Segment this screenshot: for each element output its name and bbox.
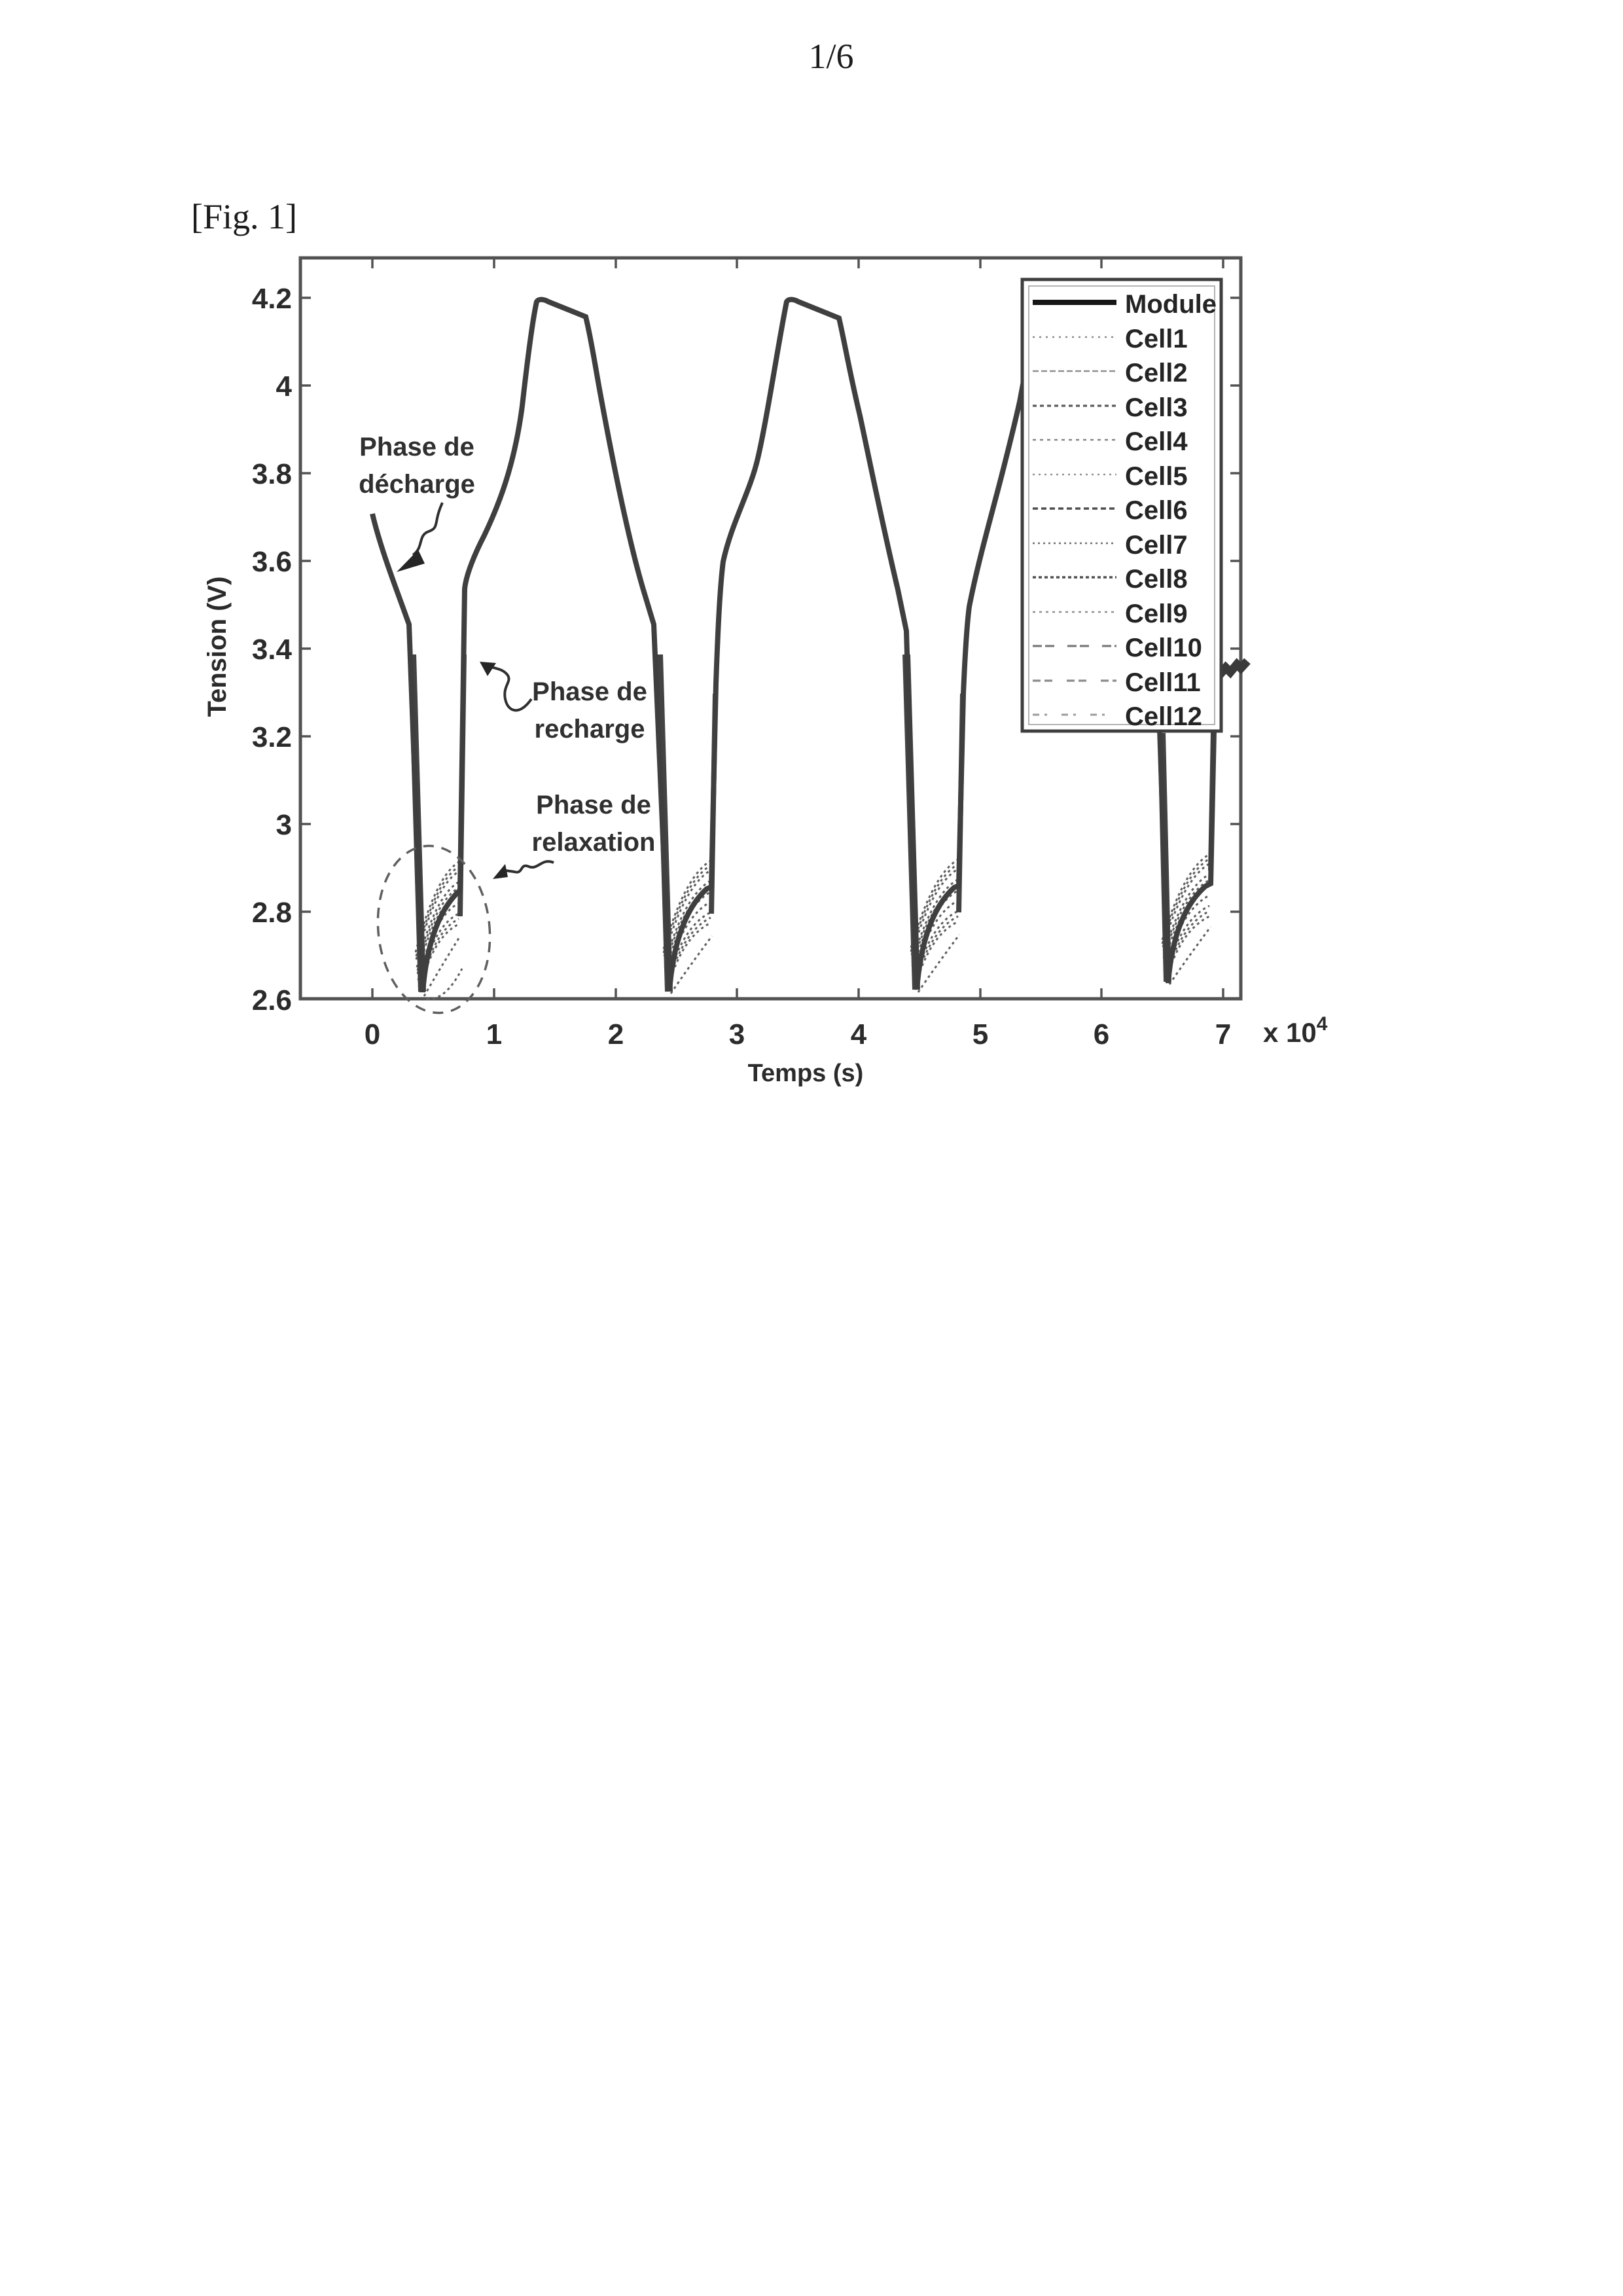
- svg-text:Cell7: Cell7: [1125, 531, 1188, 560]
- svg-text:Module: Module: [1125, 290, 1217, 319]
- svg-text:recharge: recharge: [535, 715, 645, 744]
- svg-text:3.2: 3.2: [252, 721, 292, 753]
- svg-text:3: 3: [729, 1018, 745, 1050]
- svg-text:Cell1: Cell1: [1125, 325, 1188, 353]
- svg-text:Cell12: Cell12: [1125, 702, 1202, 731]
- svg-text:[Fig. 1]: [Fig. 1]: [191, 197, 297, 236]
- svg-text:Cell5: Cell5: [1125, 462, 1188, 491]
- svg-text:7: 7: [1215, 1018, 1231, 1050]
- svg-text:Cell3: Cell3: [1125, 393, 1188, 422]
- svg-text:Tension (V): Tension (V): [203, 577, 232, 717]
- svg-text:décharge: décharge: [359, 470, 475, 499]
- svg-text:Cell2: Cell2: [1125, 359, 1188, 387]
- svg-text:Cell6: Cell6: [1125, 496, 1188, 525]
- svg-text:Phase de: Phase de: [532, 677, 647, 706]
- svg-text:3.8: 3.8: [252, 458, 292, 490]
- svg-text:5: 5: [972, 1018, 988, 1050]
- svg-text:3.6: 3.6: [252, 546, 292, 578]
- svg-text:1/6: 1/6: [808, 37, 853, 76]
- svg-text:Phase de: Phase de: [536, 791, 651, 819]
- svg-text:Cell4: Cell4: [1125, 427, 1188, 456]
- svg-text:2.8: 2.8: [252, 897, 292, 929]
- svg-text:Cell9: Cell9: [1125, 600, 1188, 628]
- svg-text:2: 2: [608, 1018, 624, 1050]
- svg-text:3.4: 3.4: [252, 634, 293, 666]
- svg-text:Phase de: Phase de: [359, 433, 474, 461]
- svg-text:0: 0: [365, 1018, 380, 1050]
- svg-text:6: 6: [1094, 1018, 1109, 1050]
- svg-text:4: 4: [276, 370, 293, 403]
- svg-text:3: 3: [276, 809, 292, 841]
- svg-text:relaxation: relaxation: [532, 828, 656, 857]
- svg-text:2.6: 2.6: [252, 984, 292, 1016]
- svg-text:1: 1: [486, 1018, 502, 1050]
- svg-text:4: 4: [851, 1018, 867, 1050]
- svg-text:Cell11: Cell11: [1125, 668, 1201, 697]
- svg-text:4.2: 4.2: [252, 283, 292, 315]
- svg-text:Cell8: Cell8: [1125, 565, 1188, 594]
- svg-text:Temps (s): Temps (s): [748, 1060, 864, 1087]
- svg-text:Cell10: Cell10: [1125, 634, 1202, 662]
